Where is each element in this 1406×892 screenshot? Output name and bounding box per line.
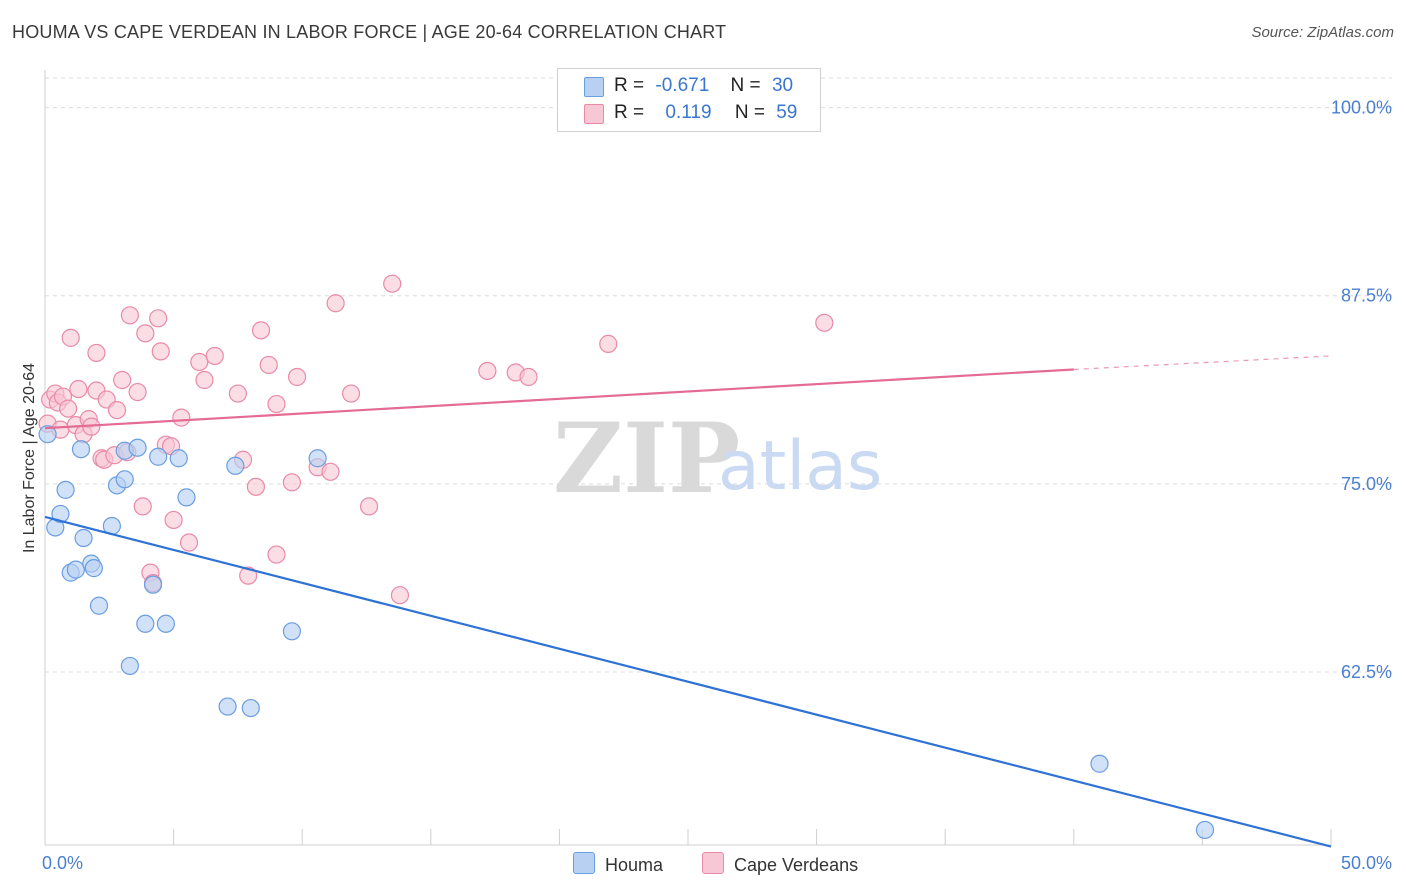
houma-point: [38, 425, 57, 444]
cape-r-value: 0.119: [665, 102, 712, 123]
y-tick-label: 87.5%: [1341, 286, 1392, 306]
houma-point: [156, 614, 175, 633]
cape-verdeans-point: [120, 306, 139, 325]
cape-verdeans-point: [519, 367, 538, 387]
y-tick-label: 100.0%: [1331, 98, 1392, 118]
cape-r-label: R =: [614, 102, 645, 123]
source-credit: Source: ZipAtlas.com: [1251, 24, 1394, 41]
bottom-legend-cape-verdeans: Cape Verdeans: [702, 852, 858, 876]
cape-verdeans-point: [239, 566, 258, 585]
houma-point: [226, 456, 245, 475]
cape-verdeans-point: [113, 370, 132, 390]
houma-point: [120, 656, 139, 676]
houma-point: [89, 596, 109, 615]
cape-verdeans-point: [383, 274, 402, 293]
cape-n-value: 59: [776, 102, 798, 123]
bottom-legend-houma: Houma: [573, 852, 663, 876]
houma-point: [241, 698, 260, 718]
trend-lines: [44, 355, 1332, 848]
chart-title: HOUMA VS CAPE VERDEAN IN LABOR FORCE | A…: [12, 22, 727, 42]
cape-legend-label: Cape Verdeans: [734, 855, 859, 875]
cape-verdeans-point: [246, 477, 266, 496]
houma-point: [136, 614, 155, 633]
tick-labels: 100.0% 87.5% 75.0% 62.5% 0.0% 50.0%: [42, 98, 1392, 873]
houma-point: [56, 480, 75, 499]
cape-verdeans-point: [282, 473, 302, 492]
cape-verdeans-point: [151, 342, 170, 361]
y-tick-label: 75.0%: [1341, 474, 1392, 494]
cape-verdeans-point: [205, 346, 224, 366]
houma-legend-label: Houma: [605, 855, 664, 875]
houma-point: [74, 528, 93, 548]
houma-r-value: -0.671: [655, 75, 710, 96]
houma-point: [177, 488, 196, 507]
legend-cape-text: R = 0.119 N = 59: [614, 102, 797, 124]
cape-verdeans-point: [359, 497, 379, 516]
houma-r-label: R =: [614, 75, 645, 96]
axes: [44, 70, 1331, 846]
x-tick-label-max: 50.0%: [1341, 853, 1392, 873]
houma-point: [143, 575, 163, 594]
cape-verdeans-point: [149, 309, 168, 328]
cape-verdeans-point: [599, 334, 618, 353]
cape-verdeans-point: [267, 394, 286, 414]
cape-verdeans-point: [133, 497, 152, 516]
houma-point: [218, 697, 237, 716]
cape-n-label: N =: [734, 102, 765, 123]
houma-point: [149, 447, 168, 466]
houma-point: [1090, 754, 1109, 773]
houma-n-value: 30: [771, 75, 794, 96]
legend-houma-text: R = -0.671 N = 30: [614, 75, 793, 97]
cape-verdeans-point: [87, 343, 106, 363]
houma-trend-line: [44, 515, 1332, 848]
houma-n-label: N =: [730, 75, 761, 96]
x-tick-label-min: 0.0%: [42, 853, 83, 873]
cape-verdeans-point: [164, 510, 183, 530]
cape-swatch: [584, 104, 604, 124]
cape-verdeans-point: [107, 400, 127, 420]
cape-verdeans-point: [69, 379, 88, 399]
cape-verdeans-point: [195, 370, 214, 390]
cape-verdeans-point: [267, 545, 286, 564]
houma-point: [308, 449, 327, 468]
cape-verdeans-point: [228, 384, 247, 403]
houma-point: [84, 559, 103, 578]
cape-verdeans-point: [326, 294, 345, 313]
cape-verdeans-point: [172, 408, 191, 427]
houma-point: [51, 504, 70, 524]
houma-point: [66, 560, 85, 579]
cape-verdeans-point: [321, 462, 340, 481]
cape-legend-swatch: [702, 852, 724, 874]
y-tick-label: 62.5%: [1341, 662, 1392, 682]
watermark-zip: ZIP: [553, 402, 740, 515]
cape-verdeans-point: [128, 382, 147, 402]
cape-verdeans-point: [59, 399, 78, 418]
cape-verdeans-point: [179, 533, 199, 552]
houma-point: [282, 622, 302, 641]
cape-verdeans-point: [478, 361, 497, 381]
cape-verdeans-point: [61, 328, 80, 347]
cape-verdeans-point: [251, 321, 271, 340]
cape-verdeans-point: [136, 324, 155, 343]
houma-point: [128, 438, 147, 457]
cape-verdeans-trend-line: [44, 368, 1074, 430]
correlation-legend: R = -0.671 N = 30 R = 0.119 N = 59: [557, 68, 821, 132]
houma-point: [169, 449, 188, 468]
cape-verdeans-point: [287, 367, 307, 387]
houma-point: [71, 440, 91, 459]
cape-verdeans-point: [815, 313, 834, 332]
houma-legend-swatch: [573, 852, 595, 874]
watermark-atlas: atlas: [718, 427, 882, 506]
cape-verdeans-point: [259, 355, 278, 375]
watermark: ZIP atlas: [553, 402, 882, 515]
cape-verdeans-point: [390, 586, 410, 605]
cape-verdeans-trend-extension: [1073, 355, 1332, 371]
cape-verdeans-point: [190, 352, 209, 372]
houma-swatch: [584, 77, 604, 97]
houma-point: [115, 470, 134, 489]
houma-point: [1195, 820, 1215, 840]
series-houma: [38, 425, 1215, 840]
cape-verdeans-point: [341, 384, 361, 403]
